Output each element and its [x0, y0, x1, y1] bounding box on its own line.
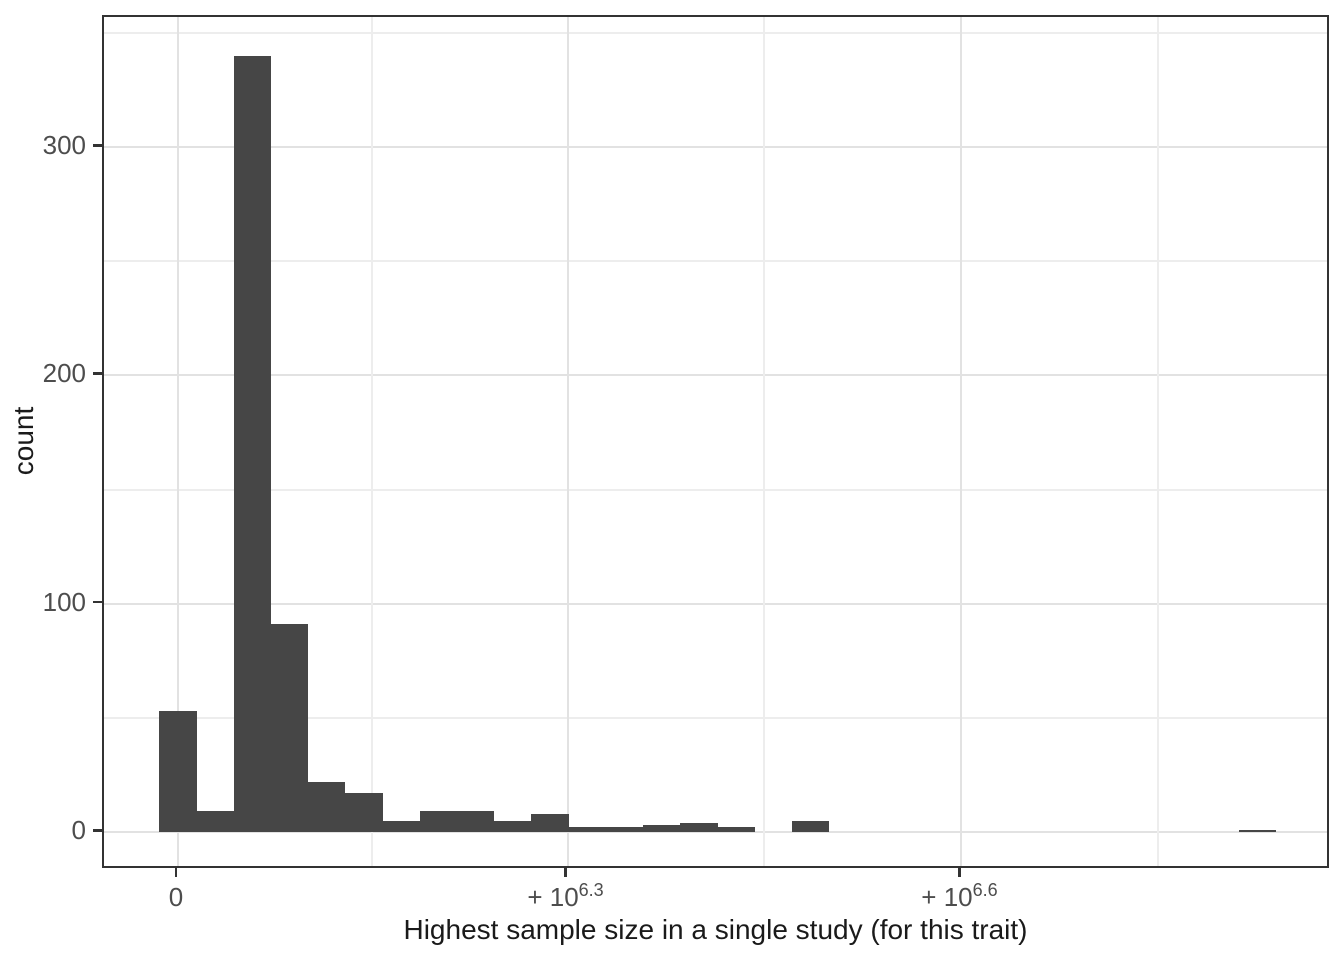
x-tick-mark — [958, 868, 961, 877]
histogram-bar — [196, 811, 234, 832]
histogram-bar — [233, 55, 272, 832]
x-tick-label: + 106.6 — [921, 880, 998, 914]
x-tick-label: 0 — [168, 882, 184, 912]
histogram-bar — [457, 811, 495, 832]
y-tick-mark — [93, 144, 102, 147]
histogram-bar — [382, 820, 420, 832]
x-tick-label-base: + 10 — [921, 882, 973, 912]
gridline-major-horizontal — [104, 831, 1327, 833]
gridline-major-vertical — [566, 17, 569, 866]
gridline-major-horizontal — [104, 146, 1327, 148]
gridline-major-horizontal — [104, 374, 1327, 377]
histogram-bar — [531, 813, 569, 832]
x-tick-mark — [174, 868, 178, 877]
x-tick-label: + 106.3 — [527, 880, 604, 914]
y-tick-mark — [93, 829, 102, 832]
histogram-bar — [308, 781, 346, 832]
histogram-bar — [159, 710, 197, 832]
gridline-minor-horizontal — [104, 31, 1327, 34]
gridline-minor-horizontal — [104, 716, 1327, 719]
histogram-bar — [568, 827, 606, 832]
gridline-minor-horizontal — [104, 260, 1327, 263]
y-tick-mark — [93, 372, 102, 375]
histogram-bar — [791, 820, 830, 832]
gridline-minor-vertical — [1157, 17, 1160, 866]
gridline-major-horizontal — [104, 602, 1327, 605]
histogram-bar — [680, 822, 718, 832]
x-tick-mark — [564, 868, 567, 877]
x-axis-title: Highest sample size in a single study (f… — [403, 914, 1028, 945]
gridline-major-vertical — [176, 17, 179, 866]
y-tick-label: 200 — [42, 358, 86, 389]
gridline-minor-horizontal — [104, 488, 1327, 491]
gridline-major-vertical — [960, 17, 963, 866]
y-tick-mark — [93, 600, 102, 604]
gridline-minor-vertical — [371, 17, 374, 866]
histogram-bar — [345, 793, 383, 832]
histogram-bar — [419, 811, 457, 832]
plot-panel — [102, 15, 1329, 868]
y-tick-label: 100 — [42, 586, 86, 617]
histogram-bar — [605, 827, 644, 832]
x-tick-label-exponent: 6.3 — [578, 880, 604, 900]
histogram-bar — [717, 827, 755, 832]
x-tick-label-base: + 10 — [527, 882, 579, 912]
x-tick-label-exponent: 6.6 — [972, 880, 998, 900]
y-axis-title: count — [8, 406, 39, 476]
y-tick-label: 0 — [71, 815, 86, 845]
histogram-bar — [494, 820, 532, 832]
gridline-minor-vertical — [763, 17, 766, 866]
y-tick-label: 300 — [42, 130, 86, 160]
histogram-bar — [270, 624, 309, 832]
histogram-bar — [643, 825, 681, 832]
histogram-bar — [1238, 829, 1276, 832]
